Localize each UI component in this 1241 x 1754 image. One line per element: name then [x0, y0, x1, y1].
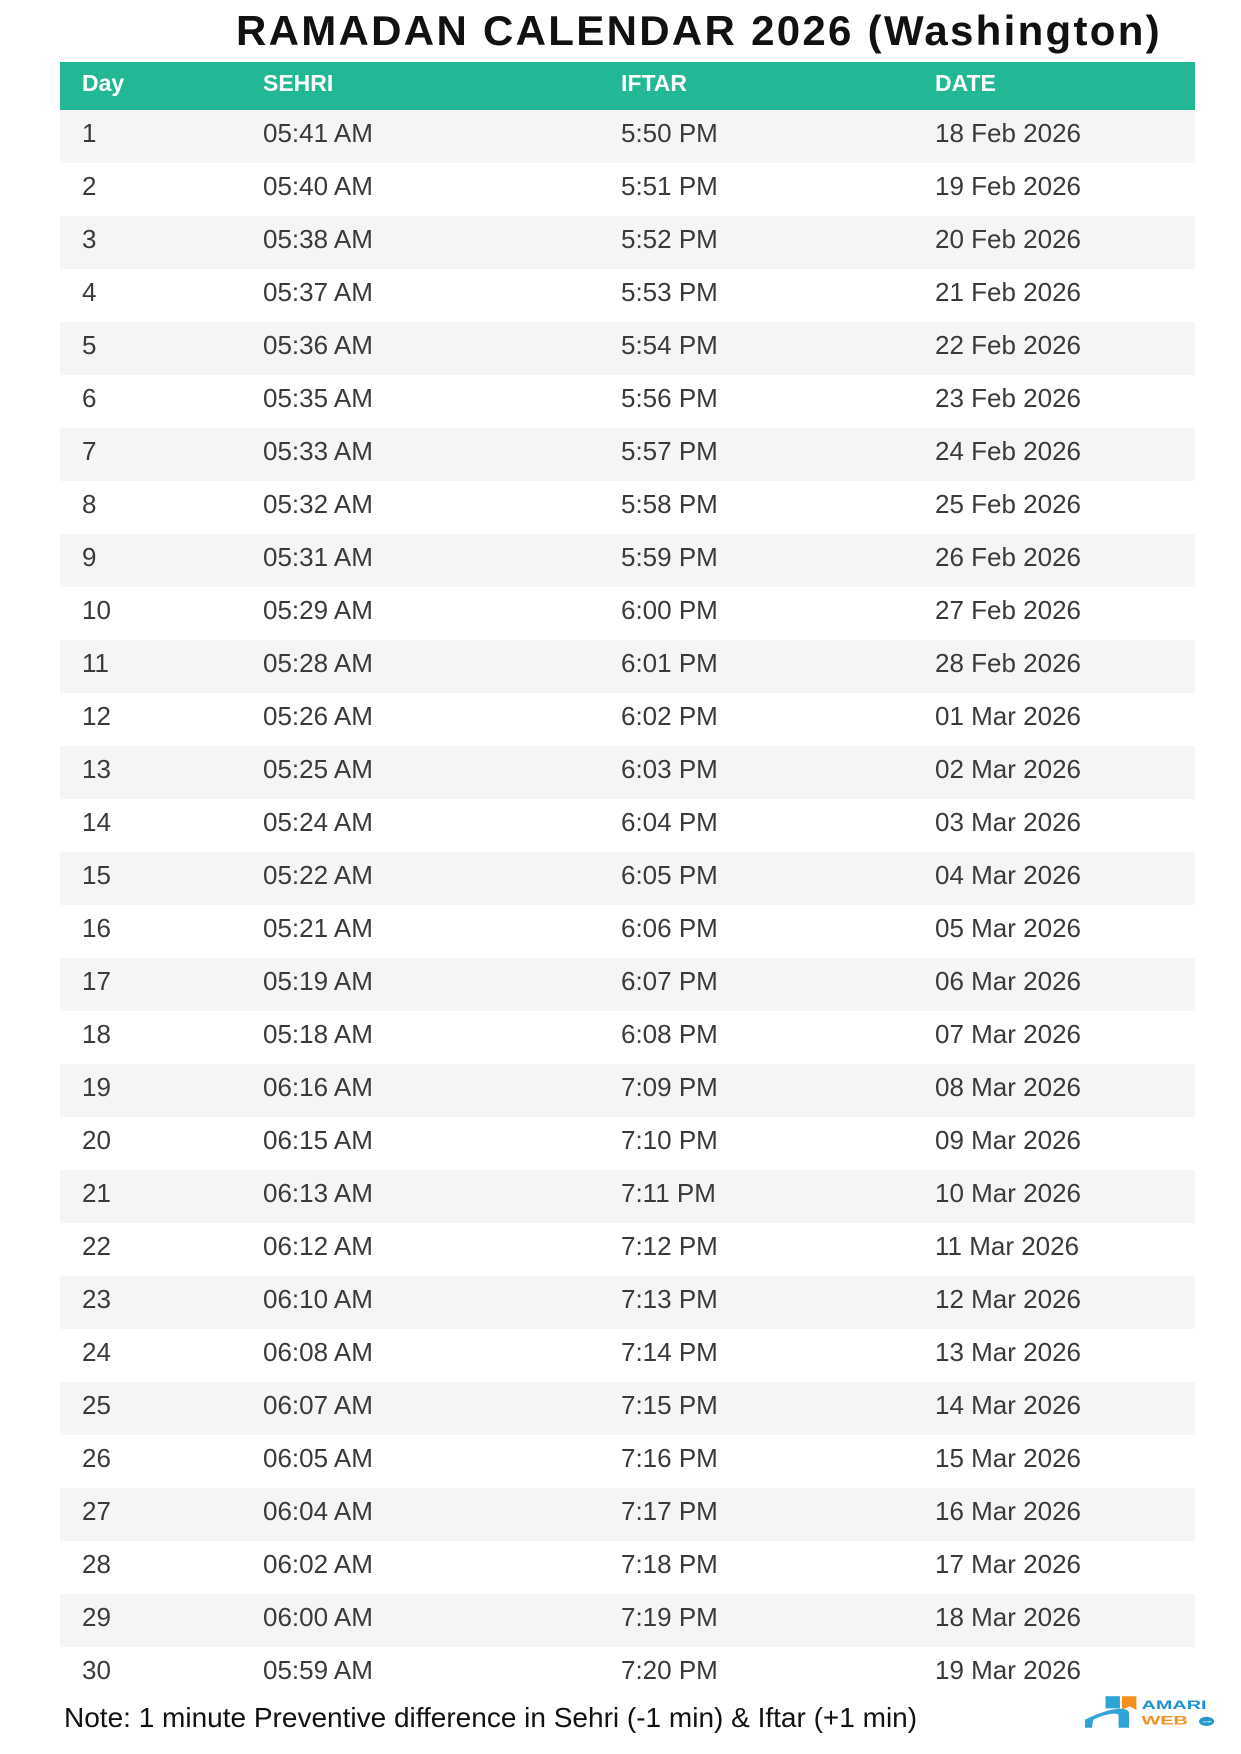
svg-text:AMARI: AMARI	[1142, 1698, 1207, 1711]
svg-text:WEB: WEB	[1142, 1714, 1188, 1727]
svg-text:.com: .com	[1202, 1720, 1212, 1723]
